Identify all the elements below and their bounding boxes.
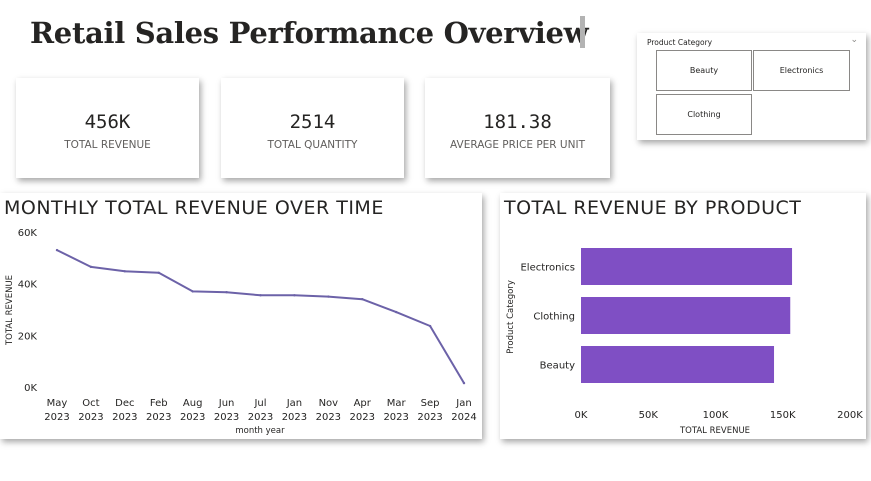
- y-tick-label: 20K: [18, 331, 38, 342]
- y-tick-label: 60K: [18, 228, 38, 239]
- x-tick-label: 0K: [575, 410, 588, 421]
- x-tick-label-month: Dec: [115, 398, 134, 409]
- x-tick-label-month: Jul: [253, 398, 266, 409]
- data-point: [157, 271, 160, 275]
- line-chart-title: MONTHLY TOTAL REVENUE OVER TIME: [4, 197, 384, 219]
- x-tick-label-month: Feb: [150, 398, 168, 409]
- x-tick-label-year: 2023: [350, 412, 375, 423]
- revenue-series-line: [56, 249, 465, 384]
- bar-chart: Electronics Clothing Beauty 0K 50K 100K 150K 20…: [506, 248, 863, 436]
- x-tick-label-year: 2023: [248, 412, 273, 423]
- data-point: [327, 295, 330, 298]
- y-tick-label: Beauty: [540, 361, 575, 372]
- data-point: [191, 290, 194, 293]
- x-tick-label-month: Sep: [421, 398, 440, 409]
- data-point: [89, 265, 93, 269]
- line-chart: 0K 20K 40K 60K May 2023 Oct 2023 Dec 2023 Feb 2023 A…: [5, 228, 477, 436]
- report-title: Retail Sales Performance Overview: [30, 16, 589, 50]
- y-axis-title: TOTAL REVENUE: [5, 275, 15, 346]
- x-tick-label-month: Oct: [82, 398, 99, 409]
- x-tick-label-year: 2023: [44, 412, 69, 423]
- data-point: [361, 297, 364, 301]
- data-point: [428, 324, 432, 328]
- x-axis-title: month year: [235, 426, 285, 436]
- y-tick-label: Electronics: [520, 263, 575, 274]
- kpi-label-average-price: AVERAGE PRICE PER UNIT: [450, 139, 585, 151]
- product-category-slicer: Product Category ⌄ Beauty Electronics Cl…: [637, 33, 866, 140]
- x-tick-label-year: 2023: [214, 412, 239, 423]
- slicer-title: Product Category: [647, 38, 713, 47]
- slicer-option-beauty[interactable]: Beauty: [656, 50, 752, 91]
- chevron-down-icon[interactable]: ⌄: [850, 35, 858, 45]
- x-tick-label: 200K: [837, 410, 863, 421]
- title-divider: [580, 16, 585, 48]
- x-tick-label-year: 2023: [282, 412, 307, 423]
- x-tick-label-year: 2023: [112, 412, 137, 423]
- data-point: [293, 294, 296, 297]
- data-point: [225, 290, 228, 294]
- slicer-option-clothing[interactable]: Clothing: [656, 94, 752, 135]
- x-tick-label-month: May: [47, 398, 68, 409]
- kpi-card-total-quantity: 2514 TOTAL QUANTITY: [221, 78, 404, 178]
- x-tick-label-month: Apr: [354, 398, 372, 409]
- y-tick-label: Clothing: [533, 312, 575, 323]
- kpi-card-average-price: 181.38 AVERAGE PRICE PER UNIT: [425, 78, 610, 178]
- bar-electronics: [581, 248, 793, 285]
- x-tick-label-year: 2023: [417, 412, 442, 423]
- y-tick-label: 0K: [24, 383, 37, 394]
- y-axis-title: Product Category: [506, 280, 516, 354]
- x-tick-label-month: Aug: [183, 398, 203, 409]
- data-point: [55, 248, 59, 252]
- x-axis-title: TOTAL REVENUE: [679, 426, 750, 436]
- x-tick-label: 150K: [770, 410, 796, 421]
- x-tick-label-year: 2023: [180, 412, 205, 423]
- kpi-label-total-quantity: TOTAL QUANTITY: [267, 139, 358, 151]
- bar-clothing: [581, 297, 791, 334]
- slicer-option-electronics[interactable]: Electronics: [753, 50, 850, 91]
- x-tick-label-year: 2023: [146, 412, 171, 423]
- x-tick-label: 100K: [703, 410, 729, 421]
- x-tick-label-year: 2023: [78, 412, 103, 423]
- data-point: [394, 310, 398, 314]
- x-tick-label-year: 2024: [451, 412, 476, 423]
- x-tick-label: 50K: [639, 410, 659, 421]
- line-chart-card: MONTHLY TOTAL REVENUE OVER TIME 0K 20K 40K…: [0, 193, 482, 439]
- x-tick-label-month: Jan: [286, 398, 302, 409]
- data-point: [462, 381, 466, 385]
- bar-chart-title: TOTAL REVENUE BY PRODUCT: [504, 197, 802, 219]
- kpi-value-average-price: 181.38: [483, 111, 552, 133]
- x-tick-label-month: Jun: [218, 398, 235, 409]
- x-tick-label-year: 2023: [316, 412, 341, 423]
- bar-chart-card: TOTAL REVENUE BY PRODUCT Electronics Clot…: [500, 193, 866, 439]
- y-tick-label: 40K: [18, 280, 38, 291]
- kpi-value-total-quantity: 2514: [289, 111, 336, 133]
- kpi-label-total-revenue: TOTAL REVENUE: [64, 139, 151, 151]
- x-tick-label-month: Jan: [455, 398, 471, 409]
- data-point: [259, 294, 262, 297]
- x-tick-label-month: Mar: [387, 398, 407, 409]
- x-tick-label-year: 2023: [383, 412, 408, 423]
- data-point: [123, 270, 127, 273]
- kpi-value-total-revenue: 456K: [84, 111, 131, 133]
- bar-beauty: [581, 346, 775, 383]
- kpi-card-total-revenue: 456K TOTAL REVENUE: [16, 78, 199, 178]
- x-tick-label-month: Nov: [319, 398, 339, 409]
